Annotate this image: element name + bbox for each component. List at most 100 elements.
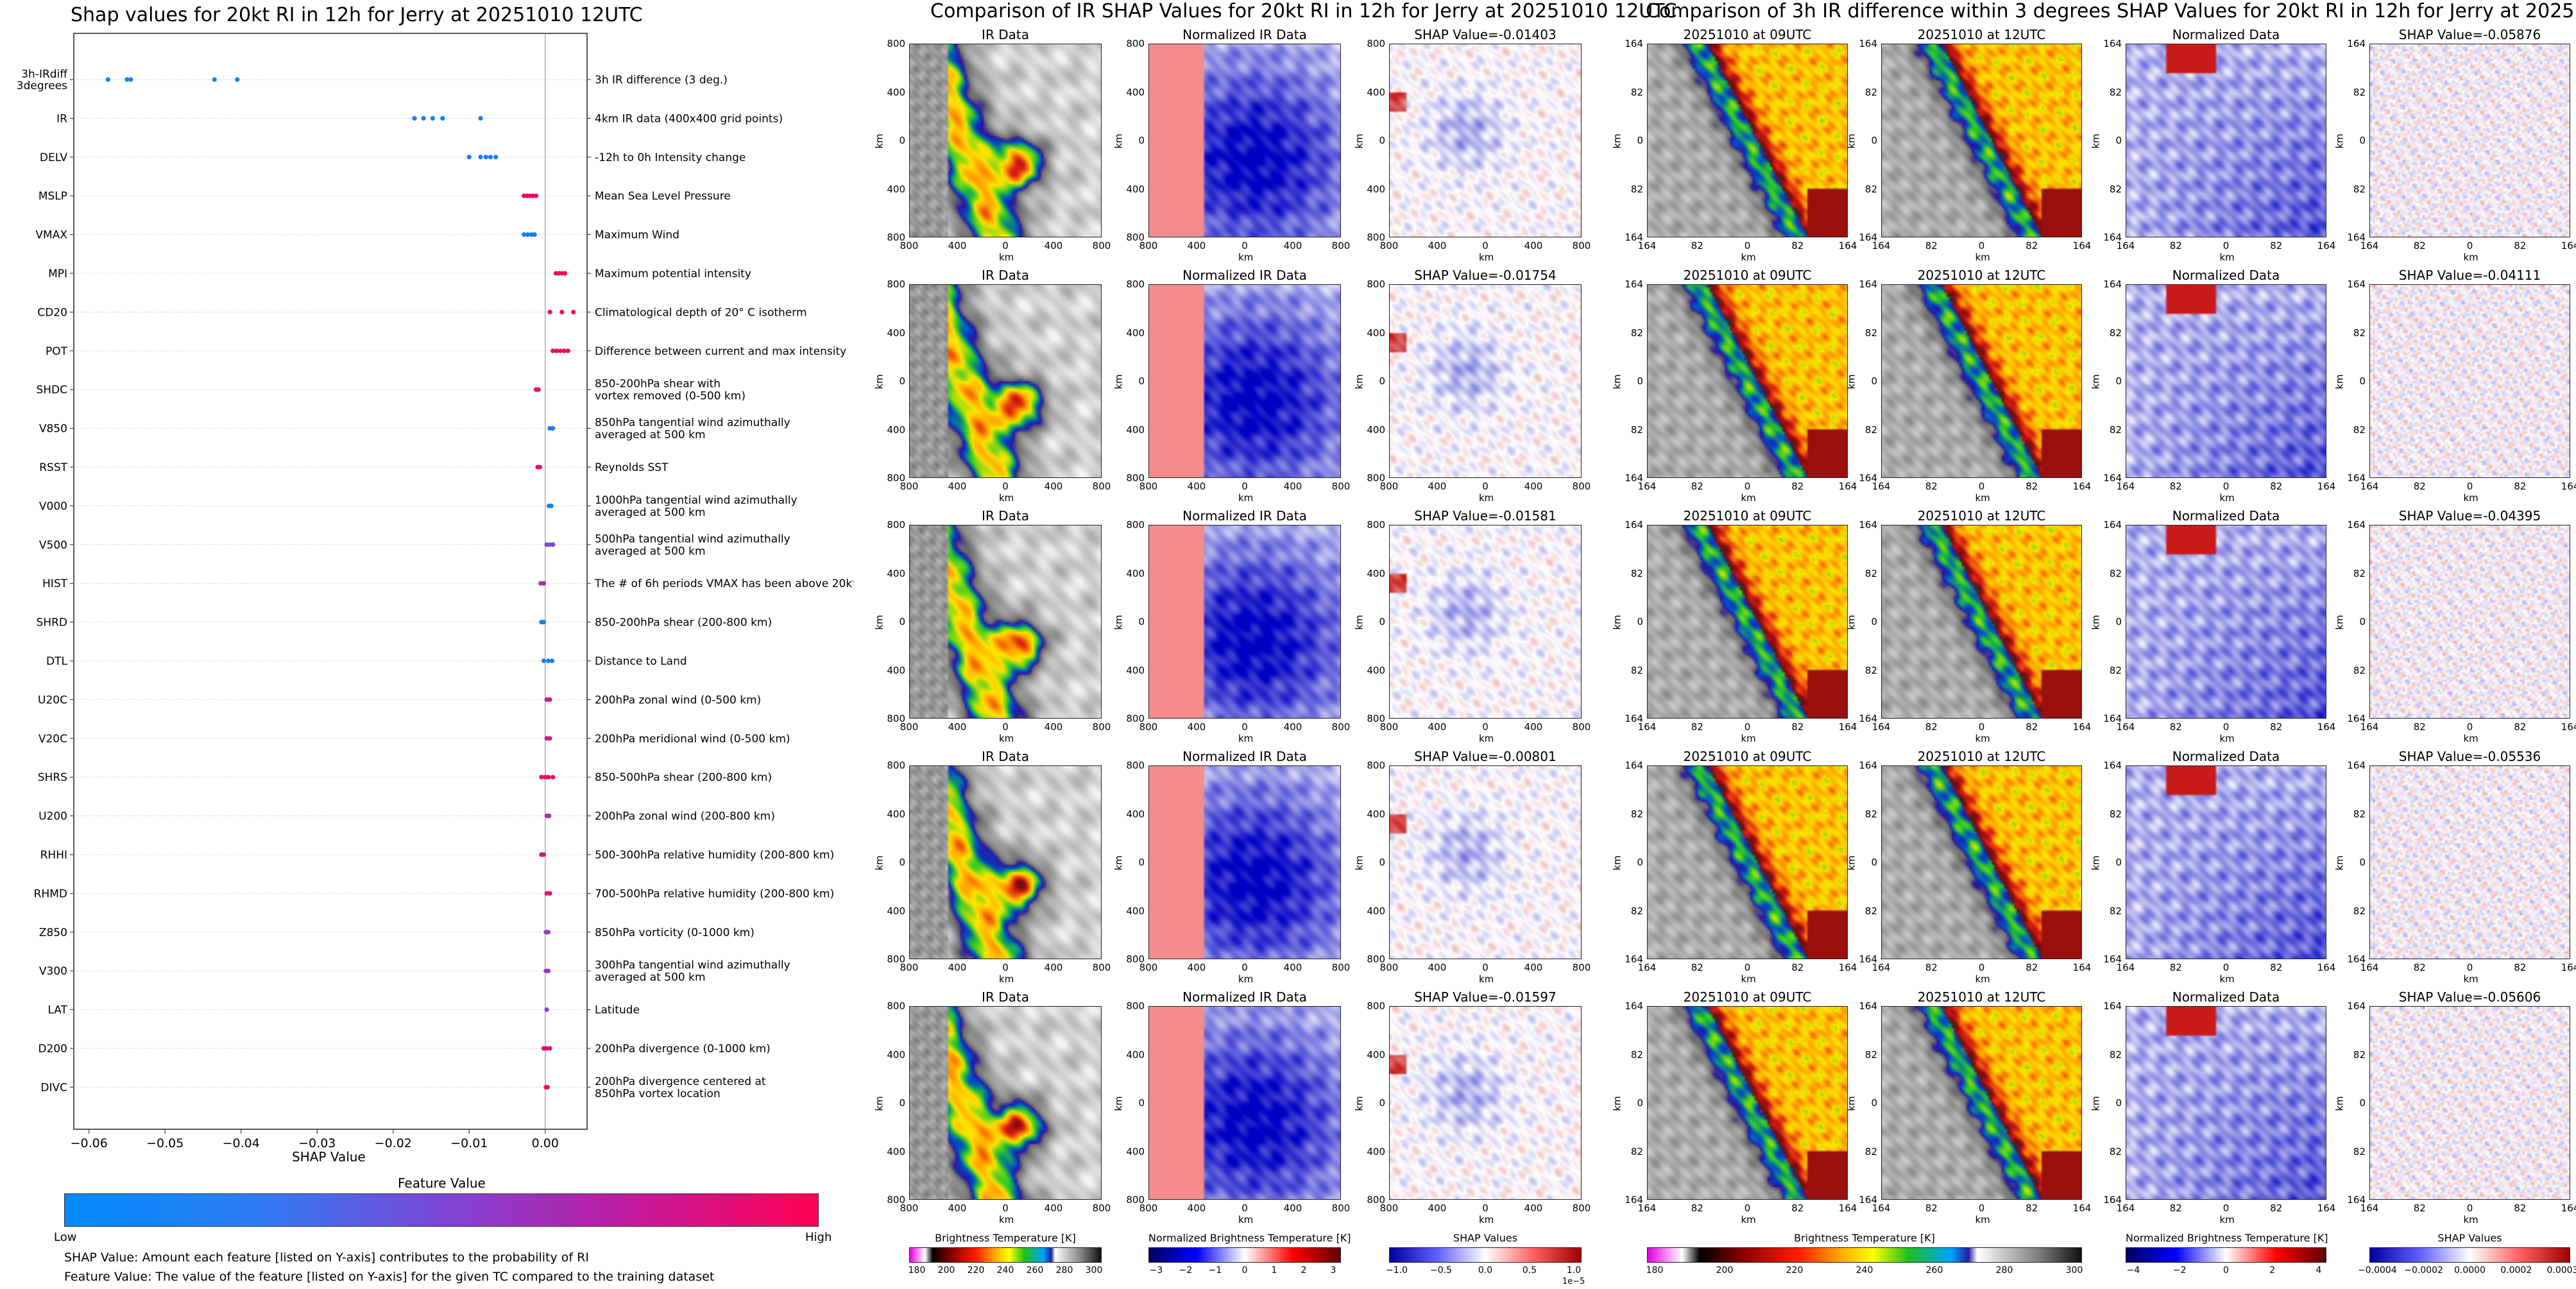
y-tick-label: 800	[1126, 713, 1145, 724]
field-image	[2126, 285, 2326, 477]
shap-point	[544, 1007, 549, 1012]
field-image	[1882, 766, 2081, 959]
x-tick-label: 800	[1092, 240, 1111, 252]
y-tick-label: 0	[2115, 375, 2122, 387]
x-tick-label: 800	[1139, 1202, 1158, 1214]
field-image	[910, 1007, 1101, 1199]
y-tick-label: 82	[2109, 423, 2122, 436]
y-axis-label: km	[1845, 615, 1857, 630]
y-tick-label: 400	[1367, 1048, 1385, 1061]
colorbar-tick: 240	[1855, 1265, 1873, 1276]
x-axis-label: km	[1741, 1214, 1756, 1225]
x-tick-label: 0	[1744, 240, 1751, 252]
x-tick-label: 400	[1524, 481, 1543, 492]
x-tick-label: 82	[2026, 721, 2038, 733]
image-panel	[1647, 44, 1848, 237]
feature-name: U20C	[38, 694, 67, 706]
shap-point	[545, 774, 551, 780]
panel-title: Normalized Data	[2172, 989, 2280, 1005]
y-tick-label: 800	[887, 1000, 905, 1012]
field-image	[1648, 285, 1847, 477]
y-axis-label: km	[1113, 133, 1125, 149]
shap-point	[565, 348, 570, 354]
y-tick-label: 164	[1859, 1000, 1877, 1012]
x-tick-label: 800	[1331, 1202, 1351, 1214]
colorbar-tick: 4	[2316, 1265, 2322, 1276]
y-tick-label: 0	[1138, 616, 1145, 627]
field-image	[1149, 44, 1340, 237]
feature-name: MPI	[48, 268, 67, 280]
x-tick-label: 800	[1379, 240, 1399, 252]
x-tick-label: 82	[2413, 721, 2426, 733]
y-tick-label: 400	[887, 1048, 905, 1061]
x-tick-label: 82	[2514, 481, 2527, 492]
x-tick-label: 400	[948, 481, 967, 492]
x-tick-label: 400	[1283, 721, 1302, 733]
feature-description: 700-500hPa relative humidity (200-800 km…	[595, 887, 834, 900]
image-panel	[1389, 44, 1582, 237]
feature-description: vortex removed (0-500 km)	[595, 390, 746, 403]
x-tick-label: 82	[2514, 962, 2527, 973]
field-image	[1390, 1007, 1581, 1199]
image-panel	[1148, 44, 1341, 237]
feature-name: DTL	[46, 655, 67, 668]
y-tick-label: 0	[1138, 1097, 1145, 1109]
x-tick-label: 0	[2466, 962, 2473, 973]
x-tick-label: 0	[1482, 481, 1488, 492]
feature-name: POT	[46, 345, 68, 358]
y-tick-label: 82	[2109, 1048, 2122, 1061]
y-tick-label: 82	[2353, 327, 2366, 339]
x-axis-label: km	[2219, 252, 2235, 263]
colorbar-tick: 0	[1241, 1265, 1248, 1276]
x-tick-label: 0	[1978, 1202, 1985, 1214]
y-tick-label: 400	[1367, 808, 1385, 820]
y-tick-label: 164	[1625, 1194, 1643, 1206]
x-axis-label: km	[2463, 252, 2478, 263]
x-tick-label: 0	[1241, 240, 1248, 252]
shap-point	[430, 115, 436, 121]
y-tick-label: 82	[1864, 327, 1877, 339]
image-panel	[1148, 1006, 1341, 1200]
x-axis-label: km	[999, 492, 1014, 504]
y-tick-label: 800	[1126, 953, 1145, 965]
x-tick-label: 164	[2561, 481, 2576, 492]
x-tick-label: 164	[2561, 240, 2576, 252]
y-tick-label: 164	[2347, 232, 2366, 243]
feature-description: Distance to Land	[595, 655, 687, 668]
shap-panel-title: SHAP Value=-0.00801	[1414, 749, 1557, 764]
x-tick-label: 164	[1838, 1202, 1857, 1214]
x-tick-label: 164	[2072, 721, 2092, 733]
y-tick-label: 82	[1864, 1145, 1877, 1157]
image-panel	[1148, 525, 1341, 719]
x-axis-label: km	[999, 973, 1014, 985]
x-tick-label: 0	[1482, 721, 1488, 733]
panel-title: IR Data	[982, 508, 1029, 524]
y-tick-label: 82	[1864, 183, 1877, 195]
shap-point	[525, 232, 531, 237]
x-tick-label: 164	[2116, 240, 2135, 252]
x-tick-label: 800	[1139, 240, 1158, 252]
x-tick-label: 800	[1092, 962, 1111, 973]
x-axis-label: km	[999, 733, 1014, 744]
x-axis-label: km	[2219, 733, 2235, 744]
feature-description: 500-300hPa relative humidity (200-800 km…	[595, 849, 834, 862]
feature-name: HIST	[42, 577, 68, 590]
y-tick-label: 82	[2353, 664, 2366, 676]
y-tick-label: 164	[2103, 1000, 2122, 1012]
x-tick-label: 0	[1241, 962, 1248, 973]
x-tick-label: 800	[1139, 481, 1158, 492]
field-image	[1390, 525, 1581, 718]
feature-value-colorbar-title: Feature Value	[398, 1175, 486, 1191]
colorbar-tick: 0.0003	[2546, 1265, 2576, 1276]
shap-point	[563, 271, 568, 276]
colorbar-tick: 220	[967, 1265, 985, 1276]
x-tick-label: 164	[1838, 721, 1857, 733]
feature-description: 850hPa vorticity (0-1000 km)	[595, 926, 755, 939]
x-tick-label: 164	[1637, 481, 1657, 492]
feature-name: V500	[39, 539, 67, 552]
x-tick-label: 400	[1044, 481, 1063, 492]
field-image	[2370, 44, 2570, 237]
x-axis-label: km	[1479, 1214, 1494, 1225]
x-tick-label: 82	[1691, 481, 1703, 492]
y-tick-label: 164	[2103, 713, 2122, 724]
